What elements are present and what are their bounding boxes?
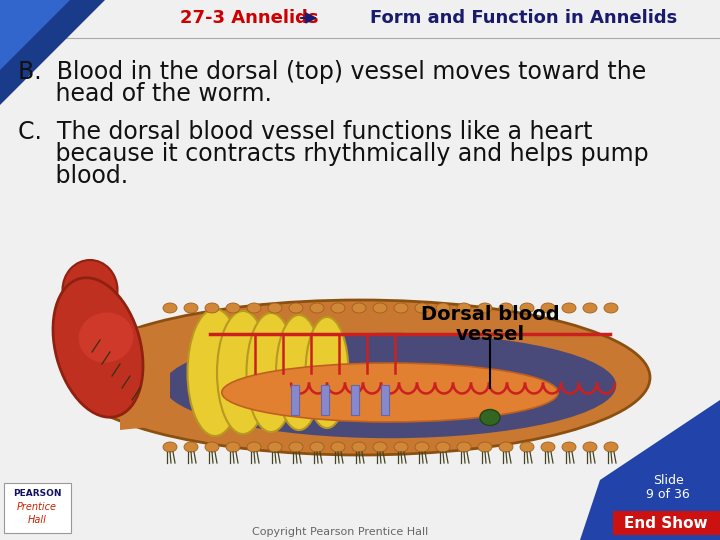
Text: Dorsal blood: Dorsal blood (420, 305, 559, 324)
Text: Slide: Slide (652, 474, 683, 487)
Text: vessel: vessel (456, 325, 525, 344)
FancyBboxPatch shape (351, 384, 359, 415)
Ellipse shape (63, 260, 117, 320)
Ellipse shape (583, 303, 597, 313)
FancyBboxPatch shape (4, 483, 71, 533)
Text: PEARSON: PEARSON (13, 489, 61, 497)
Ellipse shape (163, 303, 177, 313)
Ellipse shape (604, 303, 618, 313)
Ellipse shape (310, 303, 324, 313)
Text: Prentice: Prentice (17, 502, 57, 512)
Ellipse shape (222, 363, 558, 422)
Ellipse shape (520, 303, 534, 313)
Ellipse shape (394, 442, 408, 452)
Ellipse shape (247, 303, 261, 313)
Ellipse shape (604, 442, 618, 452)
FancyBboxPatch shape (381, 384, 389, 415)
Ellipse shape (289, 303, 303, 313)
Text: End Show: End Show (624, 516, 708, 530)
Ellipse shape (436, 303, 450, 313)
Ellipse shape (478, 303, 492, 313)
Ellipse shape (541, 442, 555, 452)
Ellipse shape (436, 442, 450, 452)
Ellipse shape (562, 442, 576, 452)
Ellipse shape (310, 442, 324, 452)
Polygon shape (0, 0, 70, 70)
Ellipse shape (520, 442, 534, 452)
Text: 9 of 36: 9 of 36 (646, 489, 690, 502)
Ellipse shape (583, 442, 597, 452)
Ellipse shape (480, 409, 500, 426)
FancyBboxPatch shape (321, 384, 329, 415)
Ellipse shape (562, 303, 576, 313)
Ellipse shape (163, 442, 177, 452)
Ellipse shape (373, 303, 387, 313)
Text: because it contracts rhythmically and helps pump: because it contracts rhythmically and he… (18, 142, 649, 166)
Ellipse shape (499, 303, 513, 313)
Ellipse shape (184, 442, 198, 452)
Ellipse shape (268, 442, 282, 452)
Ellipse shape (352, 442, 366, 452)
Ellipse shape (331, 442, 345, 452)
Ellipse shape (541, 303, 555, 313)
Ellipse shape (289, 442, 303, 452)
Ellipse shape (78, 313, 133, 362)
Ellipse shape (226, 442, 240, 452)
Ellipse shape (226, 303, 240, 313)
Text: Hall: Hall (27, 515, 46, 525)
Ellipse shape (352, 303, 366, 313)
Ellipse shape (184, 303, 198, 313)
Ellipse shape (331, 303, 345, 313)
Ellipse shape (217, 311, 269, 434)
Ellipse shape (246, 313, 295, 432)
FancyBboxPatch shape (613, 511, 720, 535)
FancyBboxPatch shape (291, 384, 299, 415)
Ellipse shape (478, 442, 492, 452)
Ellipse shape (205, 303, 219, 313)
Text: head of the worm.: head of the worm. (18, 82, 272, 106)
Ellipse shape (187, 309, 243, 436)
Text: Form and Function in Annelids: Form and Function in Annelids (370, 9, 678, 27)
Text: blood.: blood. (18, 164, 128, 188)
Ellipse shape (70, 300, 650, 455)
Ellipse shape (499, 442, 513, 452)
Ellipse shape (394, 303, 408, 313)
Text: Copyright Pearson Prentice Hall: Copyright Pearson Prentice Hall (252, 527, 428, 537)
Ellipse shape (373, 442, 387, 452)
Polygon shape (0, 0, 105, 105)
Ellipse shape (53, 278, 143, 417)
Polygon shape (580, 400, 720, 540)
Ellipse shape (457, 442, 471, 452)
Ellipse shape (268, 303, 282, 313)
Text: B.  Blood in the dorsal (top) vessel moves toward the: B. Blood in the dorsal (top) vessel move… (18, 60, 647, 84)
Ellipse shape (163, 333, 616, 438)
Text: 27-3 Annelids: 27-3 Annelids (180, 9, 318, 27)
Polygon shape (120, 325, 170, 430)
Ellipse shape (205, 442, 219, 452)
Ellipse shape (415, 303, 429, 313)
Ellipse shape (276, 315, 322, 430)
Ellipse shape (415, 442, 429, 452)
Ellipse shape (457, 303, 471, 313)
Ellipse shape (247, 442, 261, 452)
Text: C.  The dorsal blood vessel functions like a heart: C. The dorsal blood vessel functions lik… (18, 120, 593, 144)
Ellipse shape (305, 317, 348, 428)
